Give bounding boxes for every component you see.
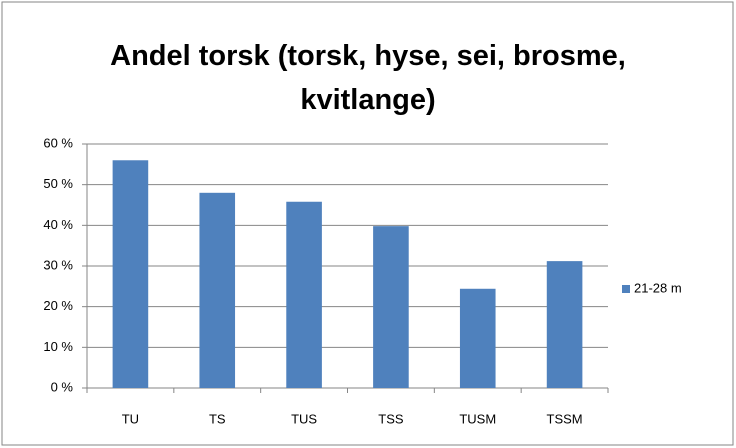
x-tick-label: TU — [122, 411, 139, 426]
y-tick-label: 20 % — [43, 298, 73, 313]
x-tick-label: TUS — [291, 411, 317, 426]
y-tick-label: 0 % — [51, 379, 74, 394]
y-tick-label: 10 % — [43, 339, 73, 354]
y-tick-label: 60 % — [43, 135, 73, 150]
x-tick-label: TS — [209, 411, 226, 426]
y-tick-label: 30 % — [43, 257, 73, 272]
bar — [459, 288, 496, 388]
y-tick-label: 40 % — [43, 217, 73, 232]
y-tick-label: 50 % — [43, 176, 73, 191]
x-tick-label: TUSM — [459, 411, 496, 426]
chart-title: Andel torsk (torsk, hyse, sei, brosme, k… — [110, 40, 626, 116]
legend-label: 21-28 m — [634, 280, 682, 295]
bar — [286, 201, 322, 388]
bar — [199, 192, 236, 388]
legend-swatch — [622, 285, 630, 293]
x-tick-label: TSSM — [547, 411, 583, 426]
x-tick-label: TSS — [378, 411, 404, 426]
bar — [373, 226, 409, 388]
bar — [546, 261, 583, 388]
bar — [112, 160, 149, 388]
